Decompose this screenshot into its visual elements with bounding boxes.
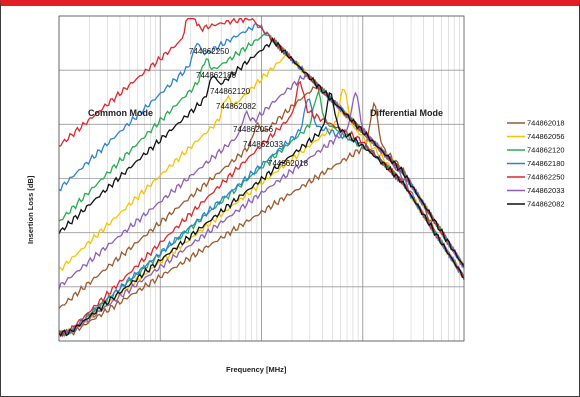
peak-label-744862033: 744862033 bbox=[243, 140, 284, 149]
series-line-744862082-diff bbox=[58, 91, 465, 338]
legend-label-744862180: 744862180 bbox=[527, 159, 565, 168]
legend-label-744862056: 744862056 bbox=[527, 132, 565, 141]
series-line-744862018-diff bbox=[58, 101, 465, 337]
legend-label-744862250: 744862250 bbox=[527, 173, 565, 182]
y-axis-label: Insertion Loss [dB] bbox=[26, 175, 35, 244]
peak-label-744862180: 744862180 bbox=[196, 71, 237, 80]
peak-label-744862018: 744862018 bbox=[268, 159, 309, 168]
legend-label-744862033: 744862033 bbox=[527, 186, 565, 195]
common-mode-label: Common Mode bbox=[88, 108, 153, 118]
peak-label-744862082: 744862082 bbox=[216, 102, 257, 111]
legend-label-744862018: 744862018 bbox=[527, 119, 565, 128]
series-line-744862250-diff bbox=[58, 80, 465, 338]
legend-label-744862120: 744862120 bbox=[527, 146, 565, 155]
peak-label-744862250: 744862250 bbox=[189, 47, 230, 56]
series-line-744862082-common bbox=[58, 36, 465, 267]
legend: 744862018 744862056 744862120 744862180 7448… bbox=[507, 119, 565, 209]
differential-mode-label: Differential Mode bbox=[370, 108, 443, 118]
series-line-744862033-diff bbox=[58, 91, 465, 335]
series-line-744862180-diff bbox=[58, 98, 465, 335]
legend-label-744862082: 744862082 bbox=[527, 200, 565, 209]
x-axis-label: Frequency [MHz] bbox=[226, 365, 287, 374]
curves bbox=[58, 17, 465, 338]
plot-border bbox=[58, 15, 465, 342]
peak-label-744862120: 744862120 bbox=[210, 87, 251, 96]
peak-label-744862056: 744862056 bbox=[233, 125, 274, 134]
